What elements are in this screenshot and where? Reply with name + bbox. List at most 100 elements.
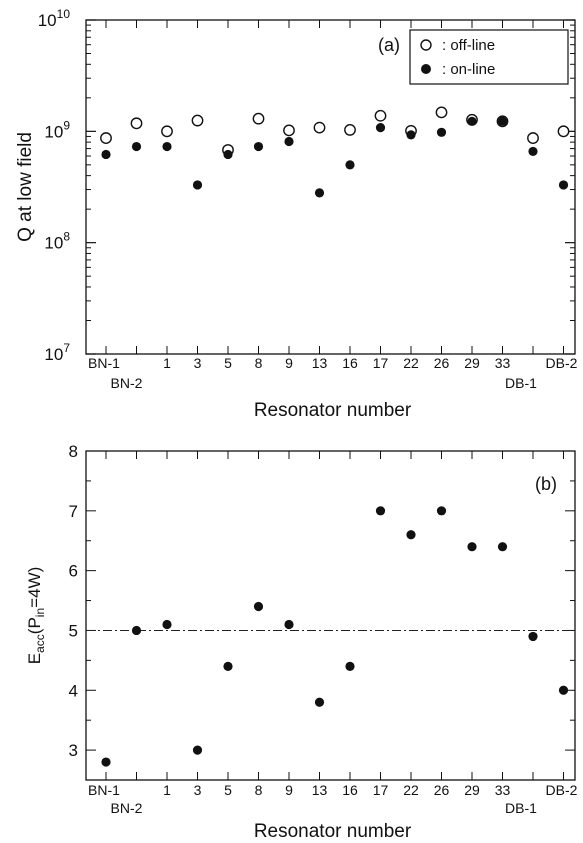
y-tick-label: 6 bbox=[69, 562, 78, 581]
data-point-off-line bbox=[527, 132, 539, 144]
data-point bbox=[375, 506, 386, 516]
x-tick-label: 13 bbox=[312, 355, 328, 371]
data-point-on-line bbox=[192, 180, 203, 190]
data-point bbox=[162, 619, 172, 630]
y-axis-label: Eacc(Pin=4W) bbox=[25, 567, 47, 664]
data-point-off-line bbox=[100, 132, 112, 144]
y-tick-label: 1010 bbox=[38, 7, 71, 30]
data-point-on-line bbox=[436, 127, 447, 137]
x-tick-label: DB-1 bbox=[505, 800, 537, 816]
data-point-off-line bbox=[130, 117, 143, 130]
data-point-on-line bbox=[131, 141, 142, 152]
x-tick-label: 1 bbox=[163, 782, 171, 798]
data-point-off-line bbox=[344, 124, 356, 136]
x-axis-label: Resonator number bbox=[254, 821, 412, 842]
x-tick-label: 9 bbox=[285, 355, 293, 371]
data-point-on-line bbox=[375, 123, 386, 133]
data-point-off-line bbox=[252, 112, 265, 125]
data-point bbox=[497, 542, 508, 552]
x-tick-label: 26 bbox=[434, 782, 450, 798]
x-tick-label: 13 bbox=[312, 782, 328, 798]
x-tick-label: 16 bbox=[342, 355, 358, 371]
x-tick-label: 9 bbox=[285, 782, 293, 798]
data-point-on-line bbox=[528, 146, 538, 157]
y-tick-label: 8 bbox=[69, 442, 78, 461]
legend-marker-off-line bbox=[420, 39, 432, 51]
data-point bbox=[558, 685, 569, 695]
data-point-off-line bbox=[283, 124, 295, 137]
plot-frame bbox=[85, 19, 576, 355]
data-point bbox=[406, 530, 416, 540]
x-tick-label: 29 bbox=[464, 782, 480, 798]
y-tick-label: 5 bbox=[69, 621, 78, 640]
x-tick-label: BN-1 bbox=[88, 782, 120, 798]
data-point-off-line bbox=[374, 109, 387, 122]
data-point bbox=[284, 619, 294, 630]
data-point bbox=[436, 506, 447, 516]
data-point-on-line bbox=[162, 141, 172, 152]
data-point-on-line bbox=[467, 116, 477, 126]
x-tick-label: DB-2 bbox=[546, 782, 578, 798]
panel-label: (b) bbox=[535, 474, 557, 494]
x-tick-label: 5 bbox=[224, 355, 232, 371]
legend-label: : off-line bbox=[442, 37, 495, 54]
data-point-off-line bbox=[191, 114, 204, 127]
x-tick-label: DB-1 bbox=[505, 375, 537, 391]
data-point-on-line bbox=[253, 141, 264, 152]
x-tick-label: 17 bbox=[373, 355, 389, 371]
data-point bbox=[101, 757, 111, 767]
x-tick-label: 8 bbox=[255, 782, 263, 798]
data-point-on-line bbox=[497, 116, 508, 126]
data-point-on-line bbox=[558, 180, 569, 190]
data-point-on-line bbox=[406, 130, 416, 140]
x-tick-label: 26 bbox=[434, 355, 450, 371]
x-tick-label: 33 bbox=[495, 782, 511, 798]
data-point-on-line bbox=[284, 136, 294, 147]
data-point-on-line bbox=[345, 160, 355, 170]
data-point bbox=[131, 625, 142, 636]
data-point bbox=[253, 601, 264, 612]
x-tick-label: 16 bbox=[342, 782, 358, 798]
data-point bbox=[528, 631, 538, 642]
x-tick-label: 1 bbox=[163, 355, 171, 371]
x-tick-label: BN-2 bbox=[111, 375, 143, 391]
data-point bbox=[223, 661, 233, 671]
y-tick-label: 7 bbox=[69, 502, 78, 521]
y-axis-label: Q at low field bbox=[15, 132, 36, 242]
data-point-off-line bbox=[313, 121, 326, 134]
x-tick-label: 29 bbox=[464, 355, 480, 371]
data-point-off-line bbox=[435, 106, 448, 119]
x-axis-label: Resonator number bbox=[254, 400, 412, 421]
y-tick-label: 3 bbox=[69, 741, 78, 760]
x-tick-label: 22 bbox=[403, 355, 419, 371]
x-tick-label: 33 bbox=[495, 355, 511, 371]
data-point bbox=[192, 745, 203, 755]
y-tick-label: 4 bbox=[69, 681, 78, 700]
legend-marker-on-line bbox=[421, 64, 431, 74]
data-point-off-line bbox=[161, 125, 173, 138]
x-tick-label: 22 bbox=[403, 782, 419, 798]
x-tick-label: 17 bbox=[373, 782, 389, 798]
data-point bbox=[345, 661, 355, 671]
y-tick-label: 109 bbox=[44, 118, 70, 141]
data-point-on-line bbox=[314, 188, 325, 198]
legend-label: : on-line bbox=[442, 61, 495, 78]
data-point bbox=[467, 542, 477, 552]
x-tick-label: 3 bbox=[194, 782, 202, 798]
data-point-off-line bbox=[557, 125, 570, 138]
y-tick-label: 108 bbox=[44, 230, 70, 253]
x-tick-label: DB-2 bbox=[546, 355, 578, 371]
plot-frame bbox=[85, 450, 576, 781]
data-point-on-line bbox=[101, 149, 111, 160]
x-tick-label: BN-1 bbox=[88, 355, 120, 371]
legend-box bbox=[409, 29, 569, 85]
x-tick-label: 5 bbox=[224, 782, 232, 798]
x-tick-label: 8 bbox=[255, 355, 263, 371]
data-point bbox=[314, 697, 325, 707]
panel-label: (a) bbox=[378, 35, 400, 55]
data-point-on-line bbox=[223, 149, 233, 160]
y-tick-label: 107 bbox=[44, 341, 70, 364]
